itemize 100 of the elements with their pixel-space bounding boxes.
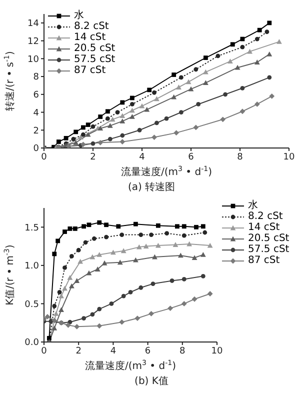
point — [172, 72, 176, 77]
point — [164, 231, 170, 236]
point — [186, 241, 192, 246]
point — [152, 90, 156, 95]
point — [72, 226, 78, 231]
point — [62, 230, 67, 234]
text: (a) 转速图 — [128, 182, 176, 193]
point — [58, 307, 64, 312]
point — [200, 274, 206, 278]
point — [53, 310, 59, 316]
point — [71, 136, 76, 142]
point — [102, 260, 108, 266]
point — [106, 116, 110, 121]
point — [69, 254, 74, 258]
legend-label: 87 cSt — [74, 65, 106, 76]
point — [109, 302, 114, 306]
point — [117, 260, 123, 265]
point — [67, 274, 73, 280]
point — [182, 277, 186, 282]
point — [144, 106, 150, 112]
legend-label: 57.5 cSt — [74, 54, 116, 65]
point — [80, 142, 86, 148]
point — [120, 248, 126, 254]
y-tick-label: 8 — [33, 72, 40, 83]
point — [193, 124, 199, 130]
point — [200, 224, 206, 229]
point — [207, 242, 213, 248]
point — [240, 44, 245, 50]
point — [134, 316, 140, 321]
point — [192, 255, 198, 260]
point — [86, 122, 90, 127]
point — [139, 103, 145, 108]
point — [130, 96, 134, 100]
point — [276, 38, 282, 44]
point — [203, 80, 208, 85]
point — [121, 294, 126, 298]
point — [94, 266, 100, 272]
point — [74, 130, 78, 134]
x-axis-title: 流量速度/(m$^{3}$ • d$^{-1}$) — [121, 165, 212, 178]
point — [171, 94, 177, 100]
point — [104, 222, 108, 228]
point — [76, 248, 81, 252]
point — [267, 75, 272, 80]
legend-label: 水 — [248, 200, 258, 211]
x-tick-label: 8 — [237, 152, 244, 162]
point — [90, 124, 96, 129]
point — [143, 244, 149, 248]
point — [90, 254, 96, 260]
y-tick-label: 14 — [28, 19, 40, 30]
point — [58, 293, 64, 298]
legend-label: 水 — [74, 10, 84, 21]
point — [204, 56, 208, 60]
legend-label: 87 cSt — [248, 255, 280, 266]
point — [86, 222, 92, 228]
point — [170, 278, 174, 283]
point — [52, 318, 58, 324]
point — [73, 140, 79, 145]
point — [234, 64, 240, 70]
point — [44, 314, 50, 320]
legend-label: 8.2 cSt — [248, 211, 283, 222]
y-tick-label: 10 — [28, 54, 40, 65]
x-tick-label: 4 — [139, 152, 146, 162]
point — [136, 244, 142, 250]
x-tick-label: 0 — [41, 152, 48, 162]
point — [97, 220, 102, 225]
point — [194, 224, 198, 230]
point — [108, 136, 112, 142]
point — [178, 252, 184, 258]
point — [133, 222, 138, 226]
point — [254, 60, 260, 64]
point — [172, 242, 178, 247]
point — [62, 286, 68, 291]
y-tick-label: 1.5 — [24, 223, 39, 234]
point — [120, 232, 124, 237]
point — [97, 306, 102, 312]
point — [155, 242, 161, 248]
x-tick-label: 6 — [144, 346, 151, 356]
point — [150, 282, 156, 286]
point — [107, 122, 113, 128]
point — [66, 322, 71, 328]
text: (b) K值 — [134, 376, 168, 387]
point — [200, 252, 206, 257]
point — [52, 326, 58, 330]
point — [254, 102, 260, 107]
point — [96, 323, 102, 329]
point — [152, 254, 158, 260]
point — [86, 270, 92, 276]
point — [83, 240, 88, 245]
point — [203, 69, 208, 74]
x-tick-label: 10 — [211, 346, 223, 356]
y-tick-label: 6 — [33, 90, 40, 101]
point — [48, 319, 54, 324]
point — [110, 250, 116, 255]
x-tick-label: 4 — [110, 346, 116, 356]
point — [192, 296, 198, 302]
point — [154, 96, 160, 102]
y-tick-label: 1.0 — [24, 262, 40, 272]
point — [116, 224, 121, 229]
legend-label: 14 cSt — [74, 32, 106, 43]
point — [182, 224, 186, 229]
